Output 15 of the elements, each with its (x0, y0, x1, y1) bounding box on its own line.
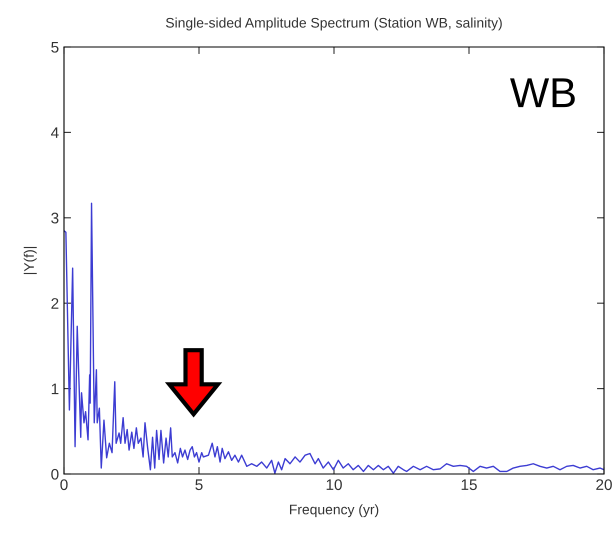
y-tick-label: 3 (51, 212, 58, 224)
y-tick-label: 5 (51, 42, 58, 53)
chart-title: Single-sided Amplitude Spectrum (Station WB, salinity) (166, 17, 502, 30)
x-tick-label: 15 (462, 479, 477, 490)
y-tick-label: 0 (51, 468, 59, 480)
y-tick-label: 2 (51, 298, 58, 309)
x-axis-title: Frequency (yr) (290, 504, 378, 518)
x-tick-label: 0 (60, 479, 68, 490)
y-axis-title: |Y(f)| (24, 246, 37, 274)
y-tick-label: 1 (52, 384, 58, 394)
x-tick-label: 10 (326, 479, 342, 490)
x-tick-label: 20 (596, 479, 612, 490)
y-tick-label: 4 (50, 127, 59, 138)
annotation: WB (510, 78, 575, 108)
x-tick-label: 5 (195, 479, 203, 490)
